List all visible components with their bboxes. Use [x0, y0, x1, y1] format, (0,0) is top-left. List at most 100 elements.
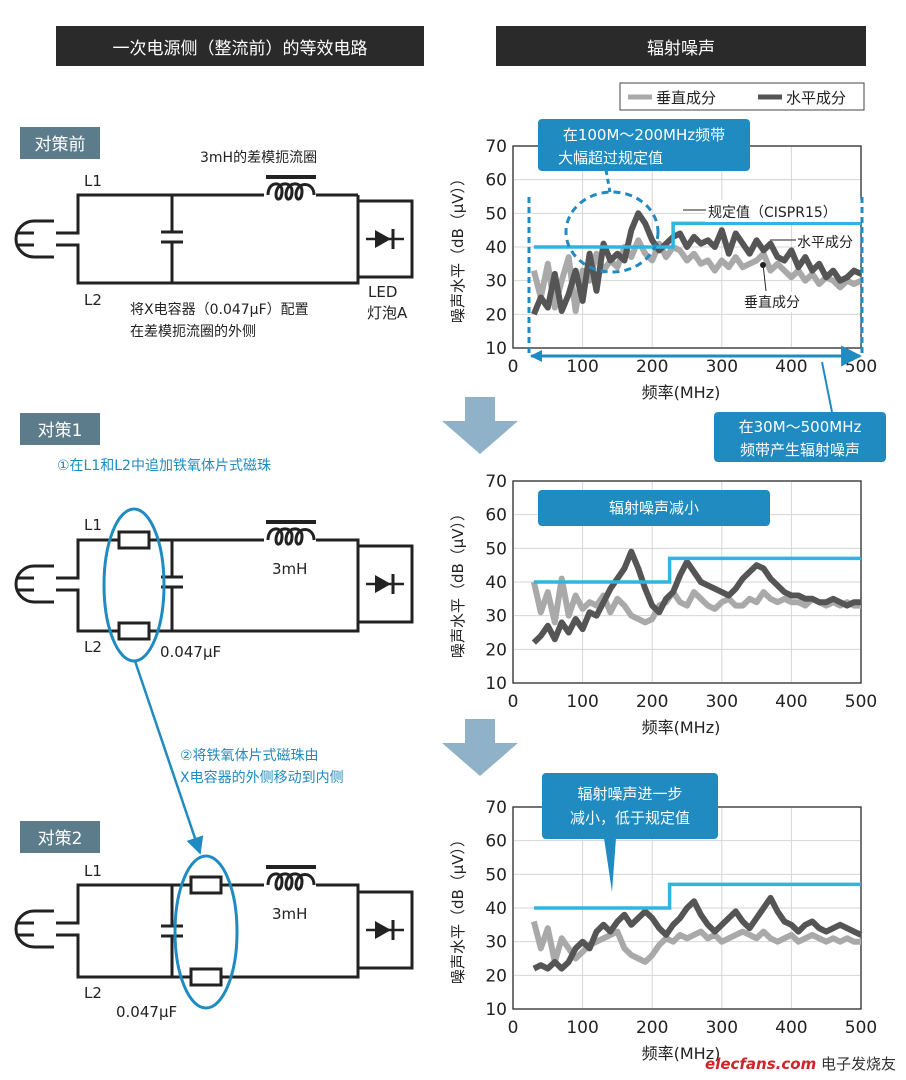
label-l2: L2	[84, 638, 102, 656]
chart1-xtick-500: 500	[845, 692, 877, 712]
chart2-ylabel: 噪声水平（dB（μV））	[449, 832, 467, 984]
ferrite-bead-l1	[189, 875, 223, 895]
label-capacitor-note-1: 将X电容器（0.047μF）配置	[130, 301, 309, 318]
chart1-ylabel: 噪声水平（dB（μV））	[449, 506, 467, 658]
label-l2: L2	[84, 291, 102, 309]
chart-before: 10 20 30 40 50 60 70 0 100 200 300 400 500 频率(MHz) 噪声水…	[449, 137, 877, 402]
chart2-xtick-100: 100	[566, 1018, 598, 1038]
label-capacitor-note-2: 在差模扼流圈的外侧	[130, 324, 256, 340]
chart0-xtick-100: 100	[566, 357, 598, 377]
label-l1: L1	[84, 862, 102, 880]
label-inductor: 3mH	[272, 905, 307, 923]
chart2-ytick-40: 40	[485, 899, 507, 919]
led-bulb-step-2	[356, 890, 414, 970]
chart-step-1-annotations: 辐射噪声减小	[538, 490, 770, 526]
step-2-note-1: ②将铁氧体片式磁珠由	[180, 748, 319, 764]
chart1-xtick-200: 200	[636, 692, 668, 712]
step-2-tag: 对策2	[20, 821, 100, 853]
chart0-limit-line	[533, 221, 861, 249]
inductor-before	[264, 175, 318, 202]
chart1-limit-line	[533, 556, 861, 584]
chart1-ytick-30: 30	[485, 607, 507, 627]
right-column-header: 辐射噪声	[496, 26, 866, 66]
band-callout	[714, 412, 886, 462]
chart1-ytick-70: 70	[485, 472, 507, 492]
limit-label: 规定值（CISPR15）	[708, 205, 837, 221]
label-l1: L1	[84, 516, 102, 534]
exceed-callout	[538, 119, 750, 171]
step-arrow-2	[442, 719, 518, 776]
horizontal-series-label: 水平成分	[797, 235, 853, 251]
chart2-xtick-500: 500	[845, 1018, 877, 1038]
exceed-region-circle	[564, 190, 660, 274]
chart0-xtick-200: 200	[636, 357, 668, 377]
step-before-tag-text: 对策前	[35, 135, 86, 155]
legend-horizontal-label: 水平成分	[786, 89, 846, 107]
chart0-ytick-20: 20	[485, 305, 507, 325]
legend: 垂直成分 水平成分	[619, 82, 865, 111]
band-callout-line2: 频带产生辐射噪声	[740, 441, 860, 459]
chart2-xlabel: 频率(MHz)	[642, 1044, 721, 1063]
chart0-ytick-10: 10	[485, 339, 507, 359]
chart2-xtick-300: 300	[706, 1018, 738, 1038]
bead-highlight-step-2	[173, 854, 239, 1010]
reduce-callout-text: 辐射噪声减小	[609, 499, 699, 517]
chart1-xtick-100: 100	[566, 692, 598, 712]
exceed-callout-line1: 在100M～200MHz频带	[563, 126, 725, 144]
bead-highlight-step-1	[102, 507, 166, 663]
chart0-series-horizontal	[531, 210, 863, 316]
step-1-tag: 对策1	[20, 413, 100, 445]
step-arrow-1	[442, 397, 518, 454]
step-before-tag: 对策前	[20, 127, 100, 159]
circuit-step-1: L1 L2 3mH 0.047μF	[14, 507, 414, 663]
move-arrow	[133, 660, 204, 855]
label-capacitor: 0.047μF	[160, 643, 221, 661]
chart1-ytick-10: 10	[485, 674, 507, 694]
chart1-xlabel: 频率(MHz)	[642, 718, 721, 737]
chart2-ytick-20: 20	[485, 966, 507, 986]
reduce-callout	[538, 490, 770, 526]
chart-step-2: 10 20 30 40 50 60 70 0 100 200 300 400 500 频率(MHz) 噪声水…	[449, 798, 877, 1063]
label-l2: L2	[84, 984, 102, 1002]
label-l1: L1	[84, 172, 102, 190]
led-bulb-step-1	[356, 544, 414, 624]
chart1-series-horizontal	[531, 548, 861, 645]
chart2-xtick-400: 400	[775, 1018, 807, 1038]
left-column-header: 一次电源侧（整流前）的等效电路	[56, 26, 424, 66]
vertical-series-label: 垂直成分	[744, 294, 800, 311]
label-bulb: 灯泡A	[367, 304, 408, 322]
chart0-xtick-500: 500	[845, 357, 877, 377]
chart2-ytick-60: 60	[485, 832, 507, 852]
label-inductor: 3mH的差模扼流圈	[200, 150, 317, 166]
step-2-note-2: X电容器的外侧移动到内侧	[180, 769, 344, 786]
chart2-series-horizontal	[532, 894, 863, 972]
circuit-step-2: L1 L2 3mH 0.047μF	[14, 854, 414, 1021]
chart0-ytick-50: 50	[485, 204, 507, 224]
inductor-step-1	[264, 520, 318, 547]
watermark: elecfans.com 电子发烧友	[705, 1053, 896, 1074]
chart0-ylabel: 噪声水平（dB（μV））	[449, 171, 467, 323]
chart0-xlabel: 频率(MHz)	[642, 383, 721, 402]
chart2-limit-line	[533, 882, 861, 910]
chart0-xtick-400: 400	[775, 357, 807, 377]
below-limit-callout-line1: 辐射噪声进一步	[577, 785, 682, 803]
watermark-brand: elecfans	[705, 1055, 776, 1073]
chart0-ytick-30: 30	[485, 272, 507, 292]
circuit-before: L1 L2 3mH的差模扼流圈 将X电容器（0.047μF）配置 在差模扼流圈的…	[14, 150, 414, 340]
chart0-ytick-60: 60	[485, 171, 507, 191]
chart1-xtick-300: 300	[706, 692, 738, 712]
chart2-ytick-70: 70	[485, 798, 507, 818]
step-1-note: ①在L1和L2中追加铁氧体片式磁珠	[57, 458, 271, 474]
chart2-ytick-10: 10	[485, 1000, 507, 1020]
chart2-xtick-0: 0	[508, 1018, 519, 1038]
chart2-ytick-30: 30	[485, 933, 507, 953]
legend-vertical-label: 垂直成分	[656, 89, 716, 107]
below-limit-callout-line2: 减小，低于规定值	[570, 809, 690, 827]
chart0-xtick-300: 300	[706, 357, 738, 377]
inductor-step-2	[264, 865, 318, 892]
chart1-series-vertical	[530, 575, 861, 626]
watermark-domain: .com	[775, 1055, 817, 1073]
watermark-cn: 电子发烧友	[820, 1055, 896, 1073]
ferrite-bead-l1	[117, 530, 151, 550]
